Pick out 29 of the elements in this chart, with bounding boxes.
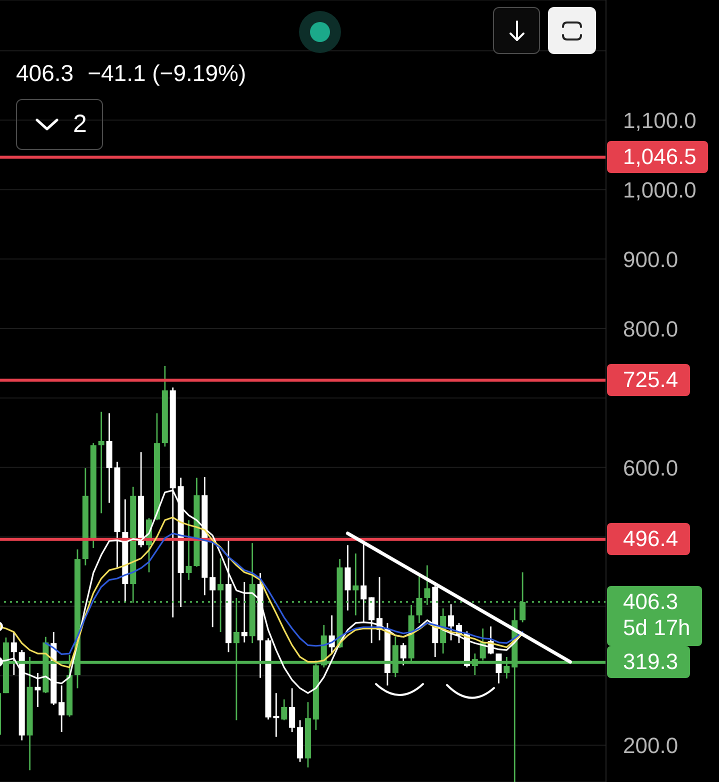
y-tick-label: 600.0: [623, 455, 678, 480]
candlestick: [273, 692, 280, 738]
candlestick: [448, 604, 454, 642]
ref-line-label: 319.3: [623, 648, 678, 676]
candlestick: [289, 688, 296, 733]
y-tick-label: 800.0: [623, 316, 678, 342]
annotation: 406.3: [16, 59, 74, 87]
ref-line-label: 496.4: [623, 525, 678, 554]
candlestick: [10, 631, 17, 676]
ref-line-label: 1,046.5: [623, 143, 696, 172]
candlestick: [241, 581, 248, 644]
ref-line-label: 725.4: [623, 366, 678, 394]
line-series: [44, 532, 524, 656]
candlestick: [368, 596, 375, 644]
annotation: −41.1 (−9.19%): [88, 59, 246, 87]
candlestick: [400, 642, 406, 666]
candlestick: [98, 411, 104, 514]
annotation: 2: [73, 110, 87, 139]
candlestick: [210, 542, 216, 628]
candlestick: [281, 698, 288, 721]
y-tick-label: 900.0: [623, 246, 678, 272]
candlestick: [344, 544, 351, 612]
candlestick: [186, 519, 192, 581]
ref-line-label: 406.3: [623, 588, 678, 614]
toggle-button: 2: [16, 99, 103, 150]
y-tick-label: 1,100.0: [623, 108, 696, 134]
text: 5d 17h: [623, 614, 690, 642]
y-tick-label: 1,000.0: [623, 178, 696, 203]
y-tick-label: 200.0: [623, 733, 678, 758]
